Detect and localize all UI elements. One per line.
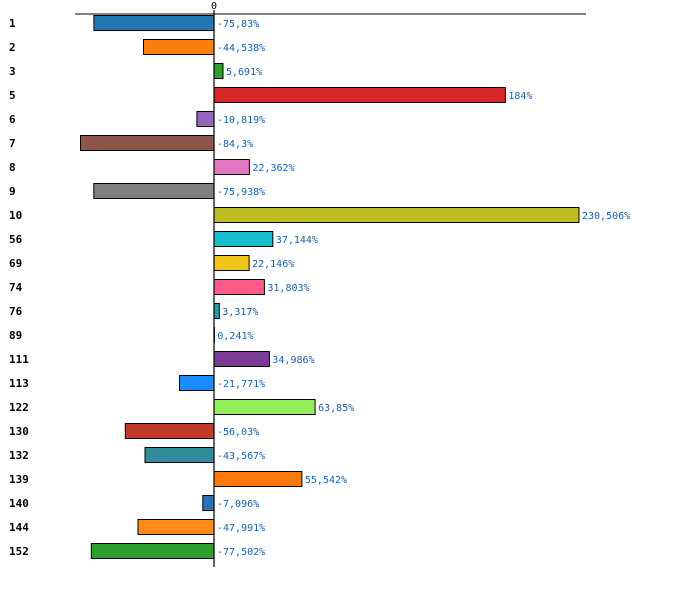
bar xyxy=(93,15,215,31)
category-label: 122 xyxy=(9,401,29,414)
bar xyxy=(213,351,270,367)
category-label: 152 xyxy=(9,545,29,558)
value-label: 31,803% xyxy=(267,283,309,294)
bar xyxy=(213,159,250,175)
category-label: 113 xyxy=(9,377,29,390)
category-label: 10 xyxy=(9,209,22,222)
value-label: -43,567% xyxy=(217,451,265,462)
value-label: -7,096% xyxy=(217,499,259,510)
category-label: 130 xyxy=(9,425,29,438)
category-label: 69 xyxy=(9,257,22,270)
zero-tick-label: 0 xyxy=(211,1,217,12)
value-label: -75,83% xyxy=(217,19,259,30)
category-label: 8 xyxy=(9,161,16,174)
value-label: 3,317% xyxy=(222,307,258,318)
bar xyxy=(213,399,316,415)
bar xyxy=(213,63,224,79)
bar xyxy=(213,255,250,271)
bar xyxy=(144,447,215,463)
value-label: -21,771% xyxy=(217,379,265,390)
bar xyxy=(90,543,215,559)
value-label: -47,991% xyxy=(217,523,265,534)
category-label: 56 xyxy=(9,233,23,246)
category-label: 89 xyxy=(9,329,22,342)
category-label: 1 xyxy=(9,17,16,30)
category-label: 7 xyxy=(9,137,16,150)
value-label: -75,938% xyxy=(217,187,265,198)
value-label: -77,502% xyxy=(217,547,265,558)
bar xyxy=(202,495,215,511)
value-label: 63,85% xyxy=(318,403,354,414)
category-label: 144 xyxy=(9,521,29,534)
value-label: 34,986% xyxy=(272,355,314,366)
bar xyxy=(124,423,215,439)
category-label: 74 xyxy=(9,281,23,294)
category-label: 6 xyxy=(9,113,16,126)
value-label: 184% xyxy=(508,91,532,102)
value-label: 0,241% xyxy=(217,331,253,342)
category-label: 5 xyxy=(9,89,16,102)
category-label: 9 xyxy=(9,185,16,198)
value-label: -84,3% xyxy=(217,139,253,150)
value-label: -44,538% xyxy=(217,43,265,54)
category-label: 132 xyxy=(9,449,29,462)
bar xyxy=(213,207,580,223)
bar xyxy=(213,231,274,247)
value-label: 22,146% xyxy=(252,259,294,270)
value-label: 5,691% xyxy=(226,67,262,78)
category-label: 2 xyxy=(9,41,16,54)
bar xyxy=(213,471,303,487)
category-label: 3 xyxy=(9,65,16,78)
bar xyxy=(93,183,215,199)
category-label: 139 xyxy=(9,473,29,486)
category-label: 111 xyxy=(9,353,29,366)
value-label: 37,144% xyxy=(276,235,318,246)
category-label: 76 xyxy=(9,305,23,318)
value-label: 55,542% xyxy=(305,475,347,486)
bars-group: 1 -75,83% 2 -44,538% 3 5,691% 5 184% 6 -10,819% 7 -… xyxy=(9,15,630,559)
value-label: 22,362% xyxy=(252,163,294,174)
value-label: -10,819% xyxy=(217,115,265,126)
bar xyxy=(143,39,215,55)
value-label: -56,03% xyxy=(217,427,259,438)
category-label: 140 xyxy=(9,497,29,510)
bar xyxy=(213,303,220,319)
bar xyxy=(196,111,215,127)
bar xyxy=(137,519,215,535)
bar xyxy=(80,135,215,151)
bar xyxy=(213,87,506,103)
value-label: 230,506% xyxy=(582,211,630,222)
bar xyxy=(213,279,265,295)
bar xyxy=(179,375,215,391)
